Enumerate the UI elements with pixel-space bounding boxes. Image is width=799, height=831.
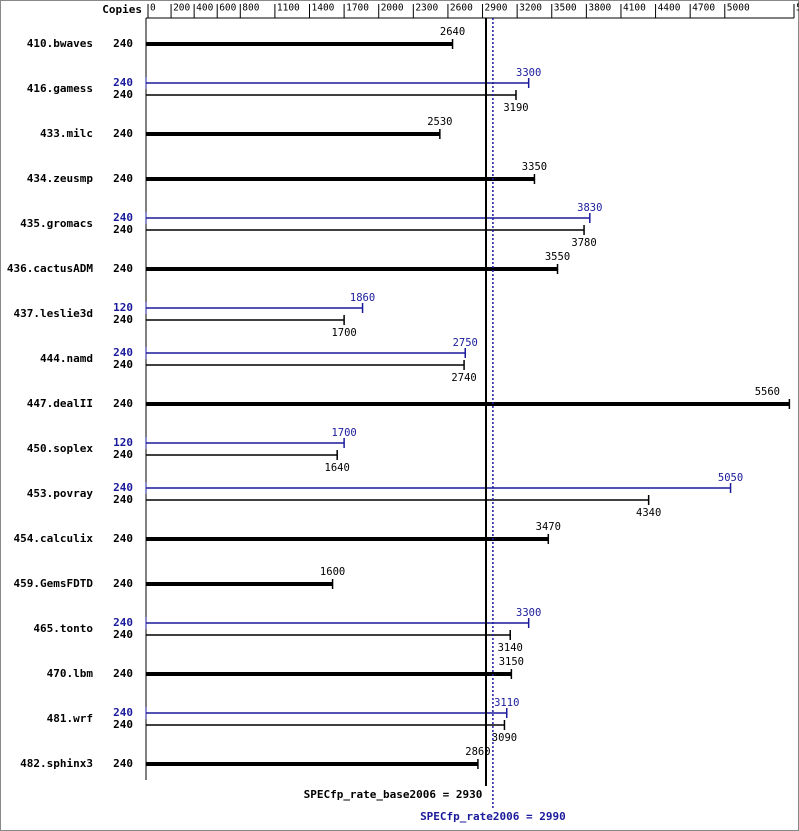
base-copies: 240 bbox=[113, 628, 133, 641]
x-tick-label: 800 bbox=[242, 3, 259, 14]
base-copies: 240 bbox=[113, 493, 133, 506]
benchmark-name: 465.tonto bbox=[33, 622, 93, 635]
peak-value-label: 3300 bbox=[516, 67, 541, 79]
base-copies: 240 bbox=[113, 262, 133, 275]
peak-copies: 240 bbox=[113, 616, 133, 629]
x-tick-label: 400 bbox=[196, 3, 213, 14]
benchmark-name: 437.leslie3d bbox=[14, 307, 93, 320]
base-copies: 240 bbox=[113, 757, 133, 770]
peak-copies: 120 bbox=[113, 436, 133, 449]
peak-copies: 240 bbox=[113, 481, 133, 494]
peak-value-label: 1860 bbox=[350, 292, 375, 304]
benchmark-name: 410.bwaves bbox=[27, 37, 93, 50]
base-value-label: 4340 bbox=[636, 507, 661, 519]
base-value-label: 5560 bbox=[755, 386, 780, 398]
base-copies: 240 bbox=[113, 172, 133, 185]
peak-copies: 240 bbox=[113, 76, 133, 89]
base-copies: 240 bbox=[113, 718, 133, 731]
base-copies: 240 bbox=[113, 37, 133, 50]
x-tick-label: 4700 bbox=[692, 3, 715, 14]
base-value-label: 3140 bbox=[498, 642, 523, 654]
x-tick-label: 5600 bbox=[796, 3, 799, 14]
base-copies: 240 bbox=[113, 397, 133, 410]
x-tick-label: 2000 bbox=[381, 3, 404, 14]
base-value-label: 3550 bbox=[545, 251, 570, 263]
base-value-label: 3090 bbox=[492, 732, 517, 744]
base-copies: 240 bbox=[113, 448, 133, 461]
benchmark-name: 434.zeusmp bbox=[27, 172, 94, 185]
base-copies: 240 bbox=[113, 223, 133, 236]
peak-copies: 240 bbox=[113, 346, 133, 359]
base-value-label: 3780 bbox=[571, 237, 596, 249]
x-tick-label: 2600 bbox=[450, 3, 473, 14]
base-value-label: 3470 bbox=[536, 521, 561, 533]
benchmark-name: 435.gromacs bbox=[20, 217, 93, 230]
benchmark-name: 481.wrf bbox=[47, 712, 93, 725]
benchmark-name: 447.dealII bbox=[27, 397, 93, 410]
peak-value-label: 2750 bbox=[453, 337, 478, 349]
x-tick-label: 5000 bbox=[727, 3, 750, 14]
benchmark-name: 470.lbm bbox=[47, 667, 94, 680]
x-tick-label: 3500 bbox=[554, 3, 577, 14]
base-value-label: 2530 bbox=[427, 116, 452, 128]
benchmark-name: 453.povray bbox=[27, 487, 94, 500]
base-value-label: 1640 bbox=[325, 462, 350, 474]
x-tick-label: 0 bbox=[150, 3, 156, 14]
peak-value-label: 3830 bbox=[577, 202, 602, 214]
peak-copies: 240 bbox=[113, 211, 133, 224]
peak-metric-label: SPECfp_rate2006 = 2990 bbox=[420, 810, 566, 823]
x-tick-label: 200 bbox=[173, 3, 190, 14]
base-metric-label: SPECfp_rate_base2006 = 2930 bbox=[304, 788, 483, 801]
peak-value-label: 1700 bbox=[331, 427, 356, 439]
benchmark-name: 454.calculix bbox=[14, 532, 94, 545]
base-copies: 240 bbox=[113, 358, 133, 371]
benchmark-name: 416.gamess bbox=[27, 82, 93, 95]
peak-copies: 240 bbox=[113, 706, 133, 719]
base-value-label: 2860 bbox=[465, 746, 490, 758]
benchmark-name: 450.soplex bbox=[27, 442, 94, 455]
x-tick-label: 2900 bbox=[485, 3, 508, 14]
x-tick-label: 3200 bbox=[519, 3, 542, 14]
base-copies: 240 bbox=[113, 532, 133, 545]
base-copies: 240 bbox=[113, 313, 133, 326]
benchmark-name: 433.milc bbox=[40, 127, 93, 140]
base-value-label: 1700 bbox=[331, 327, 356, 339]
base-value-label: 3190 bbox=[503, 102, 528, 114]
benchmark-name: 444.namd bbox=[40, 352, 93, 365]
base-copies: 240 bbox=[113, 667, 133, 680]
benchmark-name: 459.GemsFDTD bbox=[14, 577, 94, 590]
base-value-label: 3150 bbox=[499, 656, 524, 668]
peak-copies: 120 bbox=[113, 301, 133, 314]
x-tick-label: 1400 bbox=[312, 3, 335, 14]
base-copies: 240 bbox=[113, 88, 133, 101]
x-tick-label: 1100 bbox=[277, 3, 300, 14]
x-tick-label: 3800 bbox=[588, 3, 611, 14]
x-tick-label: 2300 bbox=[415, 3, 438, 14]
peak-value-label: 3300 bbox=[516, 607, 541, 619]
base-value-label: 2740 bbox=[451, 372, 476, 384]
x-tick-label: 1700 bbox=[346, 3, 369, 14]
copies-header: Copies bbox=[102, 3, 142, 16]
x-tick-label: 4100 bbox=[623, 3, 646, 14]
benchmark-name: 436.cactusADM bbox=[7, 262, 93, 275]
peak-value-label: 3110 bbox=[494, 697, 519, 709]
peak-value-label: 5050 bbox=[718, 472, 743, 484]
base-copies: 240 bbox=[113, 577, 133, 590]
base-value-label: 3350 bbox=[522, 161, 547, 173]
x-tick-label: 600 bbox=[219, 3, 236, 14]
benchmark-name: 482.sphinx3 bbox=[20, 757, 93, 770]
base-copies: 240 bbox=[113, 127, 133, 140]
base-value-label: 2640 bbox=[440, 26, 465, 38]
base-value-label: 1600 bbox=[320, 566, 345, 578]
x-tick-label: 4400 bbox=[658, 3, 681, 14]
